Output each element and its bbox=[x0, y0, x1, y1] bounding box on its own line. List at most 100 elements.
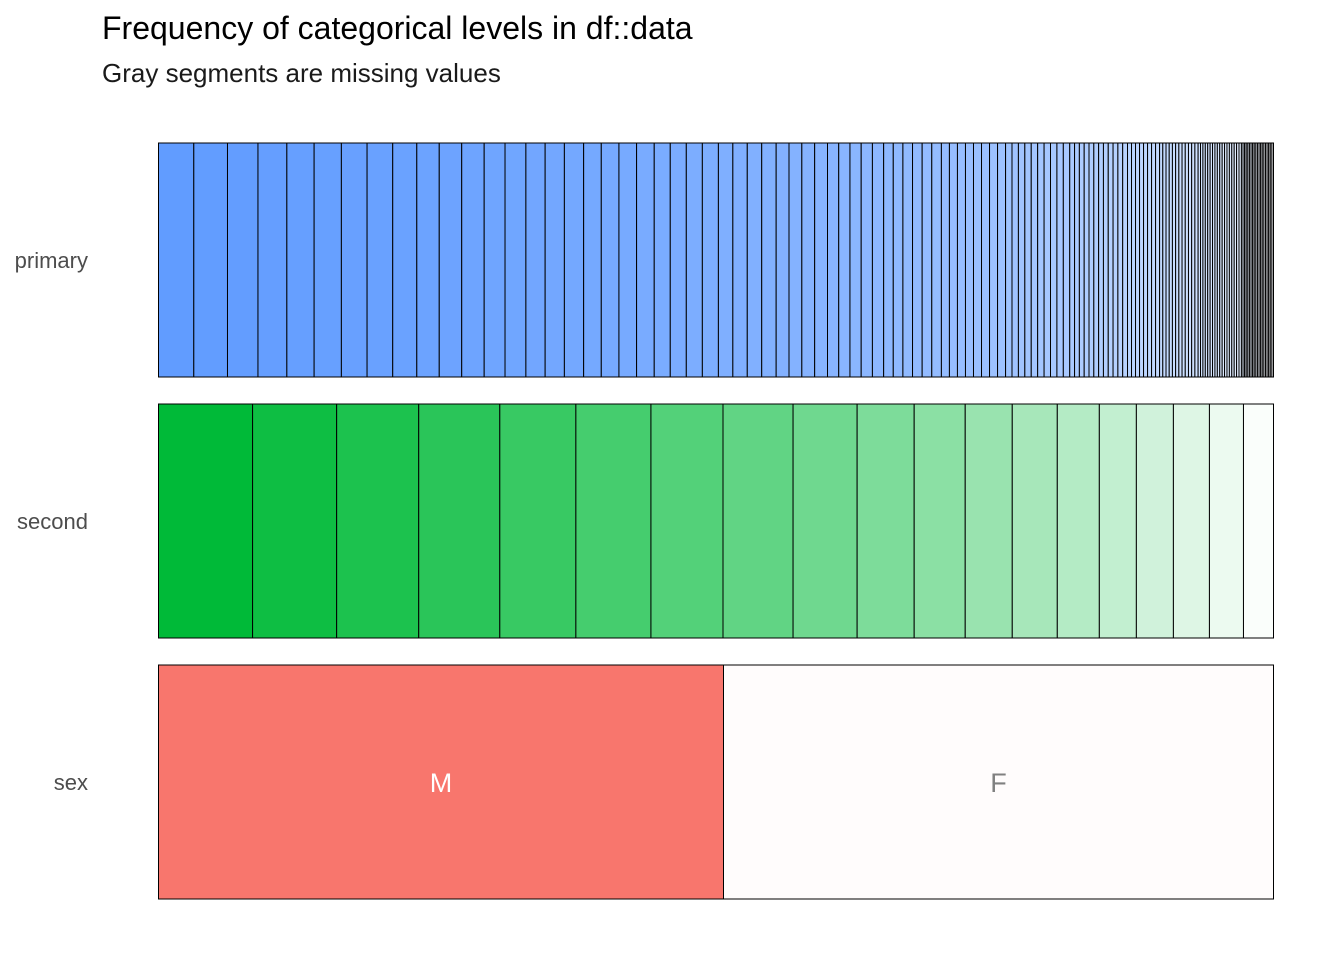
segment-second-7 bbox=[650, 403, 724, 639]
segment-primary-54 bbox=[1011, 142, 1019, 378]
segment-primary-73 bbox=[1117, 142, 1124, 378]
segment-primary-38 bbox=[871, 142, 885, 378]
segment-primary-72 bbox=[1112, 142, 1119, 378]
segment-second-15 bbox=[1098, 403, 1137, 639]
segment-second-6 bbox=[575, 403, 652, 639]
segment-primary-45 bbox=[940, 142, 950, 378]
segment-second-11 bbox=[913, 403, 966, 639]
segment-primary-33 bbox=[814, 142, 828, 378]
segment-primary-79 bbox=[1143, 142, 1149, 378]
segment-primary-24 bbox=[685, 142, 703, 378]
row-label-sex: sex bbox=[54, 770, 88, 795]
segment-sex-2 bbox=[723, 664, 1274, 900]
segment-second-8 bbox=[722, 403, 794, 639]
bar-row-second bbox=[158, 403, 1274, 639]
segment-primary-64 bbox=[1074, 142, 1080, 378]
segment-primary-7 bbox=[340, 142, 368, 378]
segment-second-9 bbox=[792, 403, 858, 639]
segment-primary-78 bbox=[1139, 142, 1145, 378]
segment-primary-60 bbox=[1050, 142, 1058, 378]
segment-primary-37 bbox=[860, 142, 873, 378]
segment-primary-5 bbox=[286, 142, 315, 378]
segment-primary-8 bbox=[366, 142, 394, 378]
segment-primary-23 bbox=[669, 142, 687, 378]
segment-primary-53 bbox=[1005, 142, 1013, 378]
segment-second-12 bbox=[964, 403, 1013, 639]
segment-primary-66 bbox=[1083, 142, 1090, 378]
segment-primary-57 bbox=[1030, 142, 1039, 378]
segment-primary-4 bbox=[257, 142, 288, 378]
segment-sex-1 bbox=[158, 664, 724, 900]
segment-primary-20 bbox=[618, 142, 638, 378]
segment-second-13 bbox=[1011, 403, 1058, 639]
segment-primary-30 bbox=[775, 142, 790, 378]
segment-second-17 bbox=[1172, 403, 1210, 639]
segment-second-2 bbox=[252, 403, 338, 639]
segment-primary-77 bbox=[1135, 142, 1141, 378]
segment-primary-27 bbox=[732, 142, 748, 378]
chart-title: Frequency of categorical levels in df::d… bbox=[102, 10, 693, 46]
segment-primary-81 bbox=[1151, 142, 1157, 378]
segment-second-18 bbox=[1208, 403, 1244, 639]
segment-second-19 bbox=[1242, 403, 1274, 639]
segment-primary-74 bbox=[1122, 142, 1129, 378]
chart-subtitle: Gray segments are missing values bbox=[102, 58, 501, 88]
segment-primary-11 bbox=[438, 142, 463, 378]
segment-primary-47 bbox=[956, 142, 966, 378]
segment-second-4 bbox=[418, 403, 501, 639]
segment-primary-48 bbox=[964, 142, 974, 378]
segment-primary-32 bbox=[801, 142, 816, 378]
segment-primary-132 bbox=[1271, 142, 1274, 378]
segment-primary-43 bbox=[921, 142, 933, 378]
segment-primary-3 bbox=[226, 142, 259, 378]
segment-primary-16 bbox=[544, 142, 565, 378]
segment-primary-40 bbox=[892, 142, 904, 378]
segment-second-16 bbox=[1135, 403, 1174, 639]
segment-primary-59 bbox=[1043, 142, 1052, 378]
segment-primary-21 bbox=[636, 142, 655, 378]
segment-primary-63 bbox=[1069, 142, 1076, 378]
segment-primary-49 bbox=[972, 142, 983, 378]
segment-primary-58 bbox=[1037, 142, 1045, 378]
segment-second-3 bbox=[336, 403, 420, 639]
segment-primary-76 bbox=[1131, 142, 1137, 378]
segment-primary-29 bbox=[761, 142, 777, 378]
segment-primary-18 bbox=[583, 142, 602, 378]
segment-primary-22 bbox=[653, 142, 671, 378]
segment-primary-35 bbox=[838, 142, 851, 378]
segment-primary-44 bbox=[931, 142, 942, 378]
segment-primary-71 bbox=[1107, 142, 1114, 378]
segment-primary-25 bbox=[701, 142, 719, 378]
segment-primary-82 bbox=[1155, 142, 1161, 378]
segment-primary-62 bbox=[1062, 142, 1071, 378]
segment-primary-10 bbox=[416, 142, 440, 378]
segment-label-F: F bbox=[990, 768, 1007, 798]
segment-primary-13 bbox=[483, 142, 506, 378]
bar-row-primary bbox=[158, 142, 1274, 378]
segment-primary-55 bbox=[1017, 142, 1026, 378]
segment-primary-12 bbox=[461, 142, 485, 378]
segment-primary-19 bbox=[600, 142, 620, 378]
segment-primary-51 bbox=[989, 142, 999, 378]
segment-primary-50 bbox=[981, 142, 991, 378]
row-label-primary: primary bbox=[15, 248, 88, 273]
segment-second-1 bbox=[158, 403, 254, 639]
segment-primary-65 bbox=[1078, 142, 1085, 378]
segment-primary-41 bbox=[902, 142, 914, 378]
segment-primary-69 bbox=[1098, 142, 1104, 378]
segment-primary-46 bbox=[948, 142, 958, 378]
segment-second-14 bbox=[1056, 403, 1100, 639]
segment-primary-70 bbox=[1102, 142, 1109, 378]
segment-primary-42 bbox=[912, 142, 923, 378]
segment-second-10 bbox=[856, 403, 915, 639]
segment-primary-28 bbox=[746, 142, 763, 378]
segment-primary-34 bbox=[827, 142, 840, 378]
segment-primary-80 bbox=[1147, 142, 1153, 378]
segment-label-M: M bbox=[430, 768, 453, 798]
segment-primary-26 bbox=[717, 142, 734, 378]
segment-primary-39 bbox=[883, 142, 894, 378]
segment-primary-1 bbox=[158, 142, 195, 378]
segment-primary-15 bbox=[525, 142, 546, 378]
